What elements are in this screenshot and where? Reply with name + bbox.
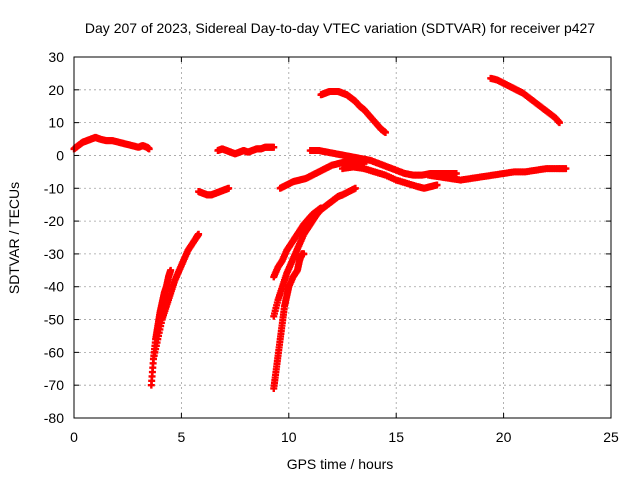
data-point-marker <box>167 266 175 274</box>
data-series <box>70 74 570 392</box>
chart-title: Day 207 of 2023, Sidereal Day-to-day VTE… <box>85 20 595 36</box>
y-tick-label: -40 <box>44 279 64 295</box>
y-tick-label: 10 <box>48 115 64 131</box>
series-segment <box>270 204 325 281</box>
y-tick-label: -80 <box>44 410 64 426</box>
data-point-marker <box>381 128 389 136</box>
series-segment <box>270 250 308 392</box>
data-point-marker <box>195 230 203 238</box>
data-point-marker <box>562 165 570 173</box>
plot-frame <box>73 56 612 419</box>
series-segment <box>70 133 153 153</box>
y-tick-label: -60 <box>44 344 64 360</box>
series-segment <box>487 74 563 127</box>
grid <box>74 57 611 418</box>
series-segment <box>149 230 203 363</box>
data-point-marker <box>300 250 308 258</box>
y-tick-label: -70 <box>44 377 64 393</box>
data-point-marker <box>555 119 563 127</box>
x-tick-label: 10 <box>281 429 297 445</box>
y-tick-label: -10 <box>44 180 64 196</box>
series-segment <box>424 165 570 184</box>
tick-labels: 0 5 10 15 20 25 -80 -70 -60 -50 -40 -30 -20 -10 0 10 20 3… <box>44 49 619 445</box>
series-segment <box>339 163 441 192</box>
data-point-marker <box>270 143 278 151</box>
series-segment <box>317 87 389 136</box>
data-point-marker <box>225 184 233 192</box>
series-segment <box>276 158 368 192</box>
series-segment <box>306 147 460 179</box>
y-tick-label: -30 <box>44 246 64 262</box>
x-tick-label: 25 <box>603 429 619 445</box>
x-tick-label: 0 <box>70 429 78 445</box>
y-tick-label: 0 <box>56 147 64 163</box>
x-tick-label: 20 <box>496 429 512 445</box>
x-tick-label: 5 <box>178 429 186 445</box>
y-tick-label: -50 <box>44 312 64 328</box>
x-tick-label: 15 <box>388 429 404 445</box>
y-axis-label: SDTVAR / TECUs <box>6 182 22 294</box>
data-point-marker <box>317 204 325 212</box>
y-tick-label: 20 <box>48 82 64 98</box>
data-point-marker <box>145 145 153 153</box>
data-point-marker <box>433 181 441 189</box>
y-tick-label: 30 <box>48 49 64 65</box>
series-segment <box>214 143 278 158</box>
x-axis-label: GPS time / hours <box>287 456 394 472</box>
series-segment <box>195 184 233 199</box>
y-tick-label: -20 <box>44 213 64 229</box>
data-point-marker <box>351 184 359 192</box>
